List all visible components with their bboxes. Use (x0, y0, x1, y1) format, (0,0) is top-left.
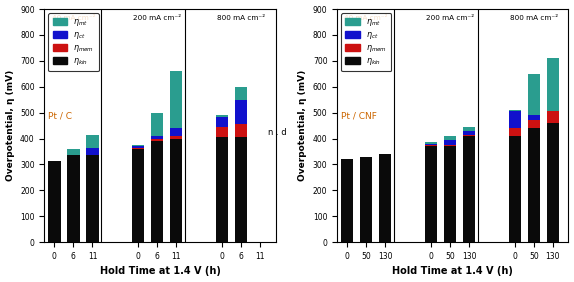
Text: 200 mA cm⁻²: 200 mA cm⁻² (426, 15, 474, 21)
Legend: $\eta_{mt}$, $\eta_{ct}$, $\eta_{mem}$, $\eta_{kin}$: $\eta_{mt}$, $\eta_{ct}$, $\eta_{mem}$, … (48, 13, 99, 71)
X-axis label: Hold Time at 1.4 V (h): Hold Time at 1.4 V (h) (100, 266, 220, 276)
Bar (132, 145, 145, 146)
Bar (86, 155, 99, 242)
Bar (86, 135, 99, 148)
Bar (341, 159, 353, 242)
Y-axis label: Overpotential, η (mV): Overpotential, η (mV) (6, 70, 14, 181)
Bar (132, 148, 145, 149)
Bar (86, 148, 99, 155)
Bar (528, 115, 540, 120)
Text: n . d: n . d (267, 128, 286, 137)
Text: 800 mA cm⁻²: 800 mA cm⁻² (510, 15, 558, 21)
Bar (444, 140, 456, 145)
Bar (509, 110, 521, 111)
Bar (235, 124, 247, 137)
Text: 40 mA cm⁻²: 40 mA cm⁻² (344, 15, 388, 21)
Bar (463, 127, 475, 131)
Bar (463, 131, 475, 135)
Bar (444, 146, 456, 242)
Bar (425, 144, 437, 145)
Bar (546, 123, 559, 242)
Bar (170, 138, 183, 242)
Bar (216, 127, 228, 137)
Bar (67, 149, 80, 155)
Text: Pt / CNF: Pt / CNF (341, 112, 377, 121)
Bar (444, 145, 456, 146)
Text: 200 mA cm⁻²: 200 mA cm⁻² (133, 15, 181, 21)
Bar (509, 111, 521, 128)
Bar (425, 142, 437, 144)
Bar (151, 136, 164, 138)
X-axis label: Hold Time at 1.4 V (h): Hold Time at 1.4 V (h) (393, 266, 513, 276)
Bar (528, 128, 540, 242)
Bar (151, 113, 164, 136)
Bar (151, 141, 164, 242)
Bar (546, 111, 559, 123)
Bar (528, 74, 540, 115)
Bar (509, 128, 521, 136)
Bar (48, 160, 60, 242)
Bar (425, 145, 437, 146)
Bar (379, 154, 391, 242)
Bar (509, 136, 521, 242)
Bar (546, 58, 559, 111)
Bar (132, 149, 145, 242)
Y-axis label: Overpotential, η (mV): Overpotential, η (mV) (298, 70, 307, 181)
Bar (235, 100, 247, 124)
Bar (216, 116, 228, 127)
Legend: $\eta_{mt}$, $\eta_{ct}$, $\eta_{mem}$, $\eta_{kin}$: $\eta_{mt}$, $\eta_{ct}$, $\eta_{mem}$, … (341, 13, 391, 71)
Bar (170, 71, 183, 128)
Text: 800 mA cm⁻²: 800 mA cm⁻² (217, 15, 265, 21)
Bar (528, 120, 540, 128)
Bar (444, 136, 456, 140)
Bar (170, 128, 183, 136)
Bar (67, 155, 80, 242)
Bar (170, 136, 183, 138)
Text: 40 mA cm⁻²: 40 mA cm⁻² (52, 15, 95, 21)
Text: Pt / C: Pt / C (48, 112, 72, 121)
Bar (360, 157, 373, 242)
Bar (216, 115, 228, 116)
Bar (235, 137, 247, 242)
Bar (216, 137, 228, 242)
Bar (463, 135, 475, 136)
Bar (463, 136, 475, 242)
Bar (235, 87, 247, 100)
Bar (425, 146, 437, 242)
Bar (151, 138, 164, 141)
Bar (132, 146, 145, 148)
